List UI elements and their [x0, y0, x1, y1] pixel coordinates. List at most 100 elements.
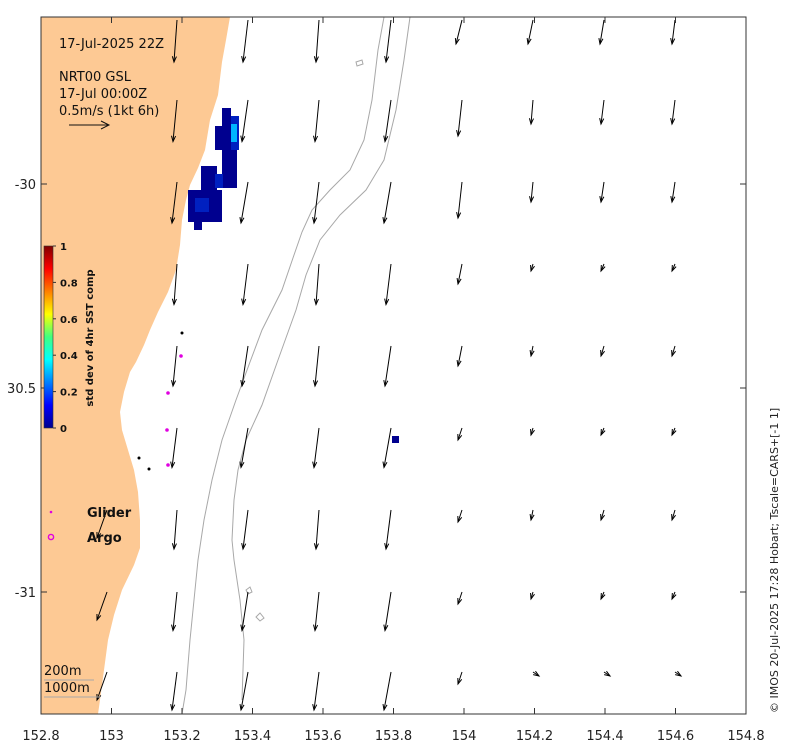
current-vector — [456, 345, 463, 368]
current-vector — [171, 509, 178, 551]
colorbar-tick-label: 0.2 — [60, 388, 78, 399]
glider-marker — [180, 331, 184, 335]
current-vector — [241, 263, 249, 306]
scale-arrow — [69, 120, 111, 130]
product-name: NRT00 GSL — [59, 70, 132, 85]
current-vector — [457, 427, 463, 442]
y-tick-label: -30 — [15, 178, 36, 193]
current-vector — [241, 19, 249, 64]
current-vector — [454, 19, 463, 46]
current-vector — [171, 591, 178, 632]
current-vector — [239, 181, 249, 225]
current-vector — [671, 427, 677, 437]
y-tick-label: -31 — [15, 586, 36, 601]
current-vector — [312, 181, 320, 225]
x-tick-label: 154.4 — [586, 729, 623, 744]
platform-markers — [137, 331, 184, 471]
y-tick-label: 30.5 — [7, 382, 36, 397]
current-vector — [671, 345, 676, 358]
current-vector — [674, 670, 683, 677]
current-vector — [171, 99, 178, 143]
current-vector — [240, 99, 249, 143]
current-vector — [383, 345, 392, 388]
current-vector — [313, 345, 320, 388]
current-vector — [600, 345, 605, 358]
islet — [255, 612, 265, 622]
current-vector — [457, 509, 463, 524]
x-tick-label: 154.2 — [516, 729, 553, 744]
current-vector — [96, 509, 108, 540]
sst-pixel — [215, 126, 224, 150]
current-vector — [456, 99, 463, 138]
current-vector — [384, 509, 392, 551]
sst-pixel — [222, 108, 231, 150]
colorbar — [43, 245, 54, 429]
current-vector — [456, 263, 463, 286]
argo-marker — [179, 354, 183, 358]
x-tick-label: 153 — [99, 729, 124, 744]
colorbar-ticks: 1 0.8 0.6 0.4 0.2 0 — [53, 242, 78, 435]
isobath-200m — [231, 17, 411, 701]
current-vector — [599, 181, 605, 204]
current-vector — [528, 99, 534, 126]
sst-pixel — [392, 436, 399, 443]
colorbar-tick-label: 0.6 — [60, 315, 78, 326]
x-axis-ticks: 152.8 153 153.2 153.4 153.6 153.8 154 154.2 154.… — [22, 17, 765, 744]
current-vector — [671, 591, 677, 601]
map-datetime: 17-Jul-2025 22Z — [59, 37, 164, 52]
current-vector — [312, 671, 320, 712]
scale-label: 0.5m/s (1kt 6h) — [59, 104, 159, 119]
sst-pixel — [231, 124, 237, 142]
isobath-label-200m: 200m — [44, 664, 81, 679]
current-vector — [383, 591, 392, 632]
current-vector — [526, 19, 534, 46]
land-mass — [41, 17, 230, 714]
colorbar-tick-label: 0 — [60, 424, 67, 435]
current-vector — [670, 99, 676, 126]
isobath-1000m — [181, 17, 385, 714]
current-vector — [384, 19, 392, 64]
x-tick-label: 154 — [452, 729, 477, 744]
current-vector — [240, 591, 249, 632]
current-vector — [598, 19, 605, 46]
x-tick-label: 153.2 — [163, 729, 200, 744]
current-vector — [456, 181, 463, 220]
islet — [355, 59, 364, 67]
current-vector — [239, 671, 249, 712]
current-vector — [600, 263, 606, 273]
current-vector — [530, 427, 535, 437]
current-vector — [529, 345, 535, 358]
current-vector — [313, 591, 320, 632]
current-vector — [457, 591, 463, 606]
colorbar-tick-label: 0.8 — [60, 278, 78, 289]
current-vector — [603, 670, 612, 677]
current-vector — [383, 99, 392, 143]
argo-marker — [165, 428, 169, 432]
argo-legend-marker — [47, 533, 55, 541]
x-tick-label: 154.6 — [657, 729, 694, 744]
current-vector — [313, 509, 320, 551]
current-vector — [171, 345, 178, 388]
colorbar-tick-label: 0.4 — [60, 351, 78, 362]
current-vector — [382, 181, 392, 225]
x-tick-label: 154.8 — [727, 729, 764, 744]
argo-marker — [166, 391, 170, 395]
current-vector — [600, 509, 605, 522]
current-vector — [241, 509, 249, 551]
current-vector — [457, 671, 463, 686]
glider-marker — [137, 456, 141, 460]
glider-marker — [147, 467, 151, 471]
current-vector — [671, 263, 677, 273]
sst-pixel — [195, 198, 209, 212]
current-vector — [313, 263, 320, 306]
current-vector — [239, 427, 249, 469]
sst-pixel — [222, 150, 237, 188]
argo-marker — [166, 463, 170, 467]
isobath-label-1000m: 1000m — [44, 681, 90, 696]
current-vector — [529, 509, 535, 522]
credit-text: © IMOS 20-Jul-2025 17:28 Hobart; Tscale=… — [768, 408, 781, 713]
current-vector — [171, 19, 178, 64]
current-vector — [670, 19, 676, 46]
sst-pixel — [194, 222, 202, 230]
